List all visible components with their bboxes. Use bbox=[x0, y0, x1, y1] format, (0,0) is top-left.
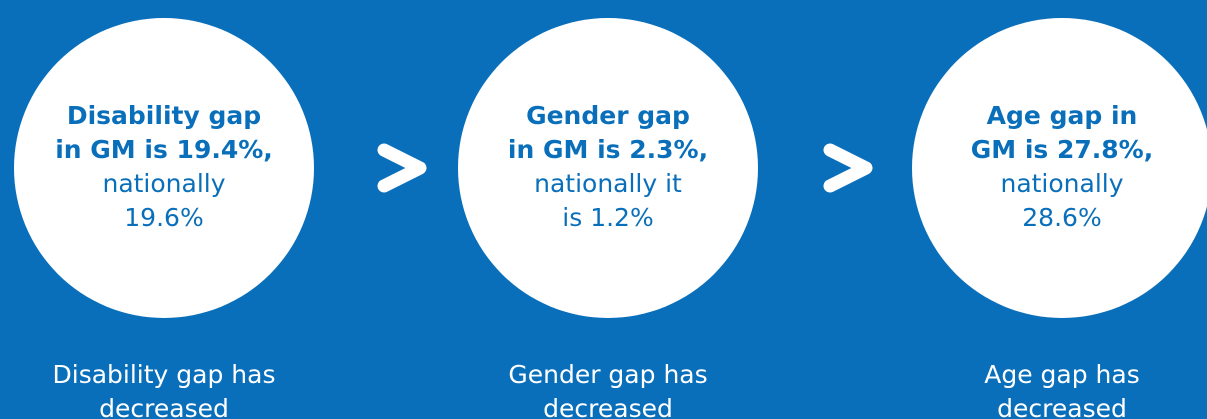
circle bbox=[912, 18, 1207, 318]
arrow bbox=[377, 143, 427, 193]
circle bbox=[14, 18, 314, 318]
bold-line: Gender gap bbox=[526, 101, 690, 130]
arrow bbox=[823, 143, 873, 193]
text-line: nationally bbox=[1000, 169, 1123, 198]
text-line: 28.6% bbox=[1022, 203, 1101, 232]
circle bbox=[458, 18, 758, 318]
text-line: is 1.2% bbox=[562, 203, 653, 232]
bold-line: in GM is 19.4%, bbox=[55, 135, 273, 164]
caption-line: Gender gap has bbox=[508, 360, 707, 389]
bold-line: Age gap in bbox=[987, 101, 1138, 130]
bold-line: in GM is 2.3%, bbox=[508, 135, 708, 164]
text-line: nationally bbox=[102, 169, 225, 198]
text-line: 19.6% bbox=[124, 203, 203, 232]
caption-line: decreased bbox=[997, 394, 1127, 419]
text-line: nationally it bbox=[534, 169, 682, 198]
caption-line: decreased bbox=[543, 394, 673, 419]
caption-line: Disability gap has bbox=[53, 360, 276, 389]
bold-line: GM is 27.8%, bbox=[971, 135, 1153, 164]
caption-line: decreased bbox=[99, 394, 229, 419]
bold-line: Disability gap bbox=[67, 101, 261, 130]
caption-line: Age gap has bbox=[984, 360, 1140, 389]
